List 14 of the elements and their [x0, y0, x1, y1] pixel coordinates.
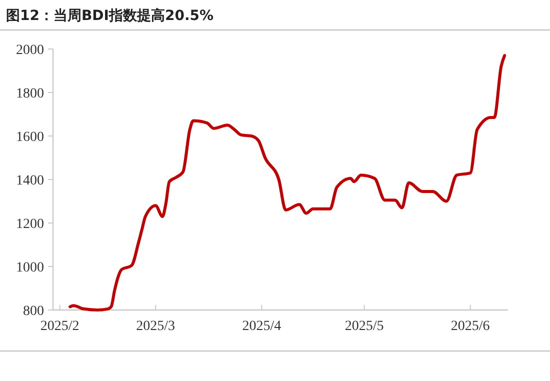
x-tick-label: 2025/5 [344, 319, 384, 334]
chart-title: 图12：当周BDI指数提高20.5% [6, 7, 214, 24]
y-tick-label: 2000 [16, 42, 44, 58]
y-tick-label: 1600 [16, 130, 44, 145]
x-tick-label: 2025/6 [450, 319, 490, 334]
x-tick-label: 2025/4 [242, 319, 282, 334]
y-tick-label: 1800 [16, 86, 44, 102]
y-tick-label: 800 [23, 304, 44, 319]
x-tick-label: 2025/3 [136, 319, 176, 334]
x-tick-label: 2025/2 [40, 319, 80, 334]
y-tick-label: 1000 [16, 260, 44, 276]
y-tick-label: 1400 [16, 173, 44, 188]
y-tick-label: 1200 [16, 216, 44, 232]
line-series [68, 54, 506, 312]
